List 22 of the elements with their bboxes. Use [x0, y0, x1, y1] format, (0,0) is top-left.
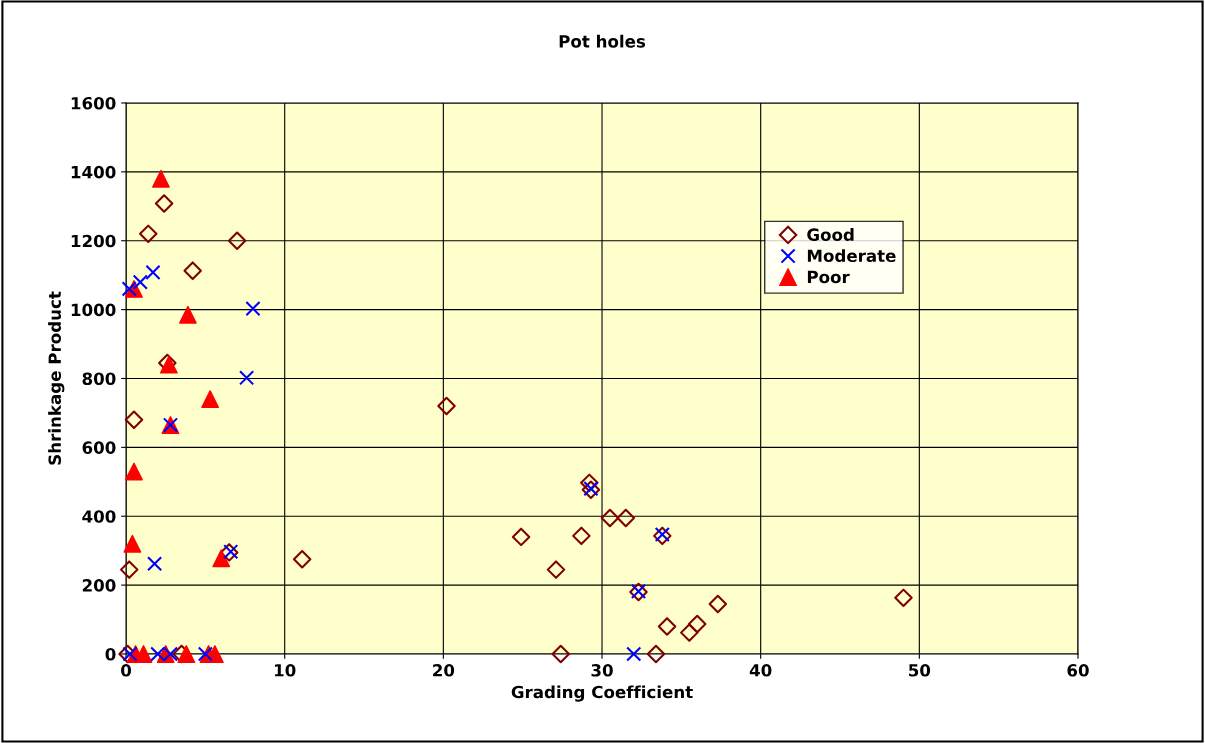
- x-tick-label: 60: [1067, 664, 1089, 677]
- y-tick-label: 600: [82, 441, 116, 454]
- x-tick-label: 50: [909, 664, 931, 677]
- y-tick-label: 0: [105, 647, 116, 661]
- y-axis-title: Shrinkage Product: [48, 291, 65, 465]
- x-tick-label: 30: [591, 664, 613, 677]
- x-tick-label: 20: [433, 664, 455, 677]
- x-tick-label: 10: [274, 664, 296, 677]
- x-axis-title: Grading Coefficient: [511, 685, 693, 702]
- y-tick-label: 1200: [71, 234, 116, 248]
- y-tick-label: 1600: [71, 96, 116, 110]
- legend-label: Poor: [807, 270, 850, 284]
- x-tick-label: 40: [749, 664, 772, 677]
- y-tick-label: 1400: [71, 165, 116, 179]
- y-tick-label: 200: [82, 579, 116, 592]
- x-tick-label: 0: [121, 664, 132, 677]
- chart-title: Pot holes: [559, 34, 646, 48]
- y-tick-label: 1000: [71, 303, 116, 317]
- y-tick-label: 400: [82, 510, 116, 523]
- legend-label: Moderate: [807, 249, 896, 263]
- y-tick-label: 800: [82, 372, 116, 386]
- legend-label: Good: [807, 228, 854, 241]
